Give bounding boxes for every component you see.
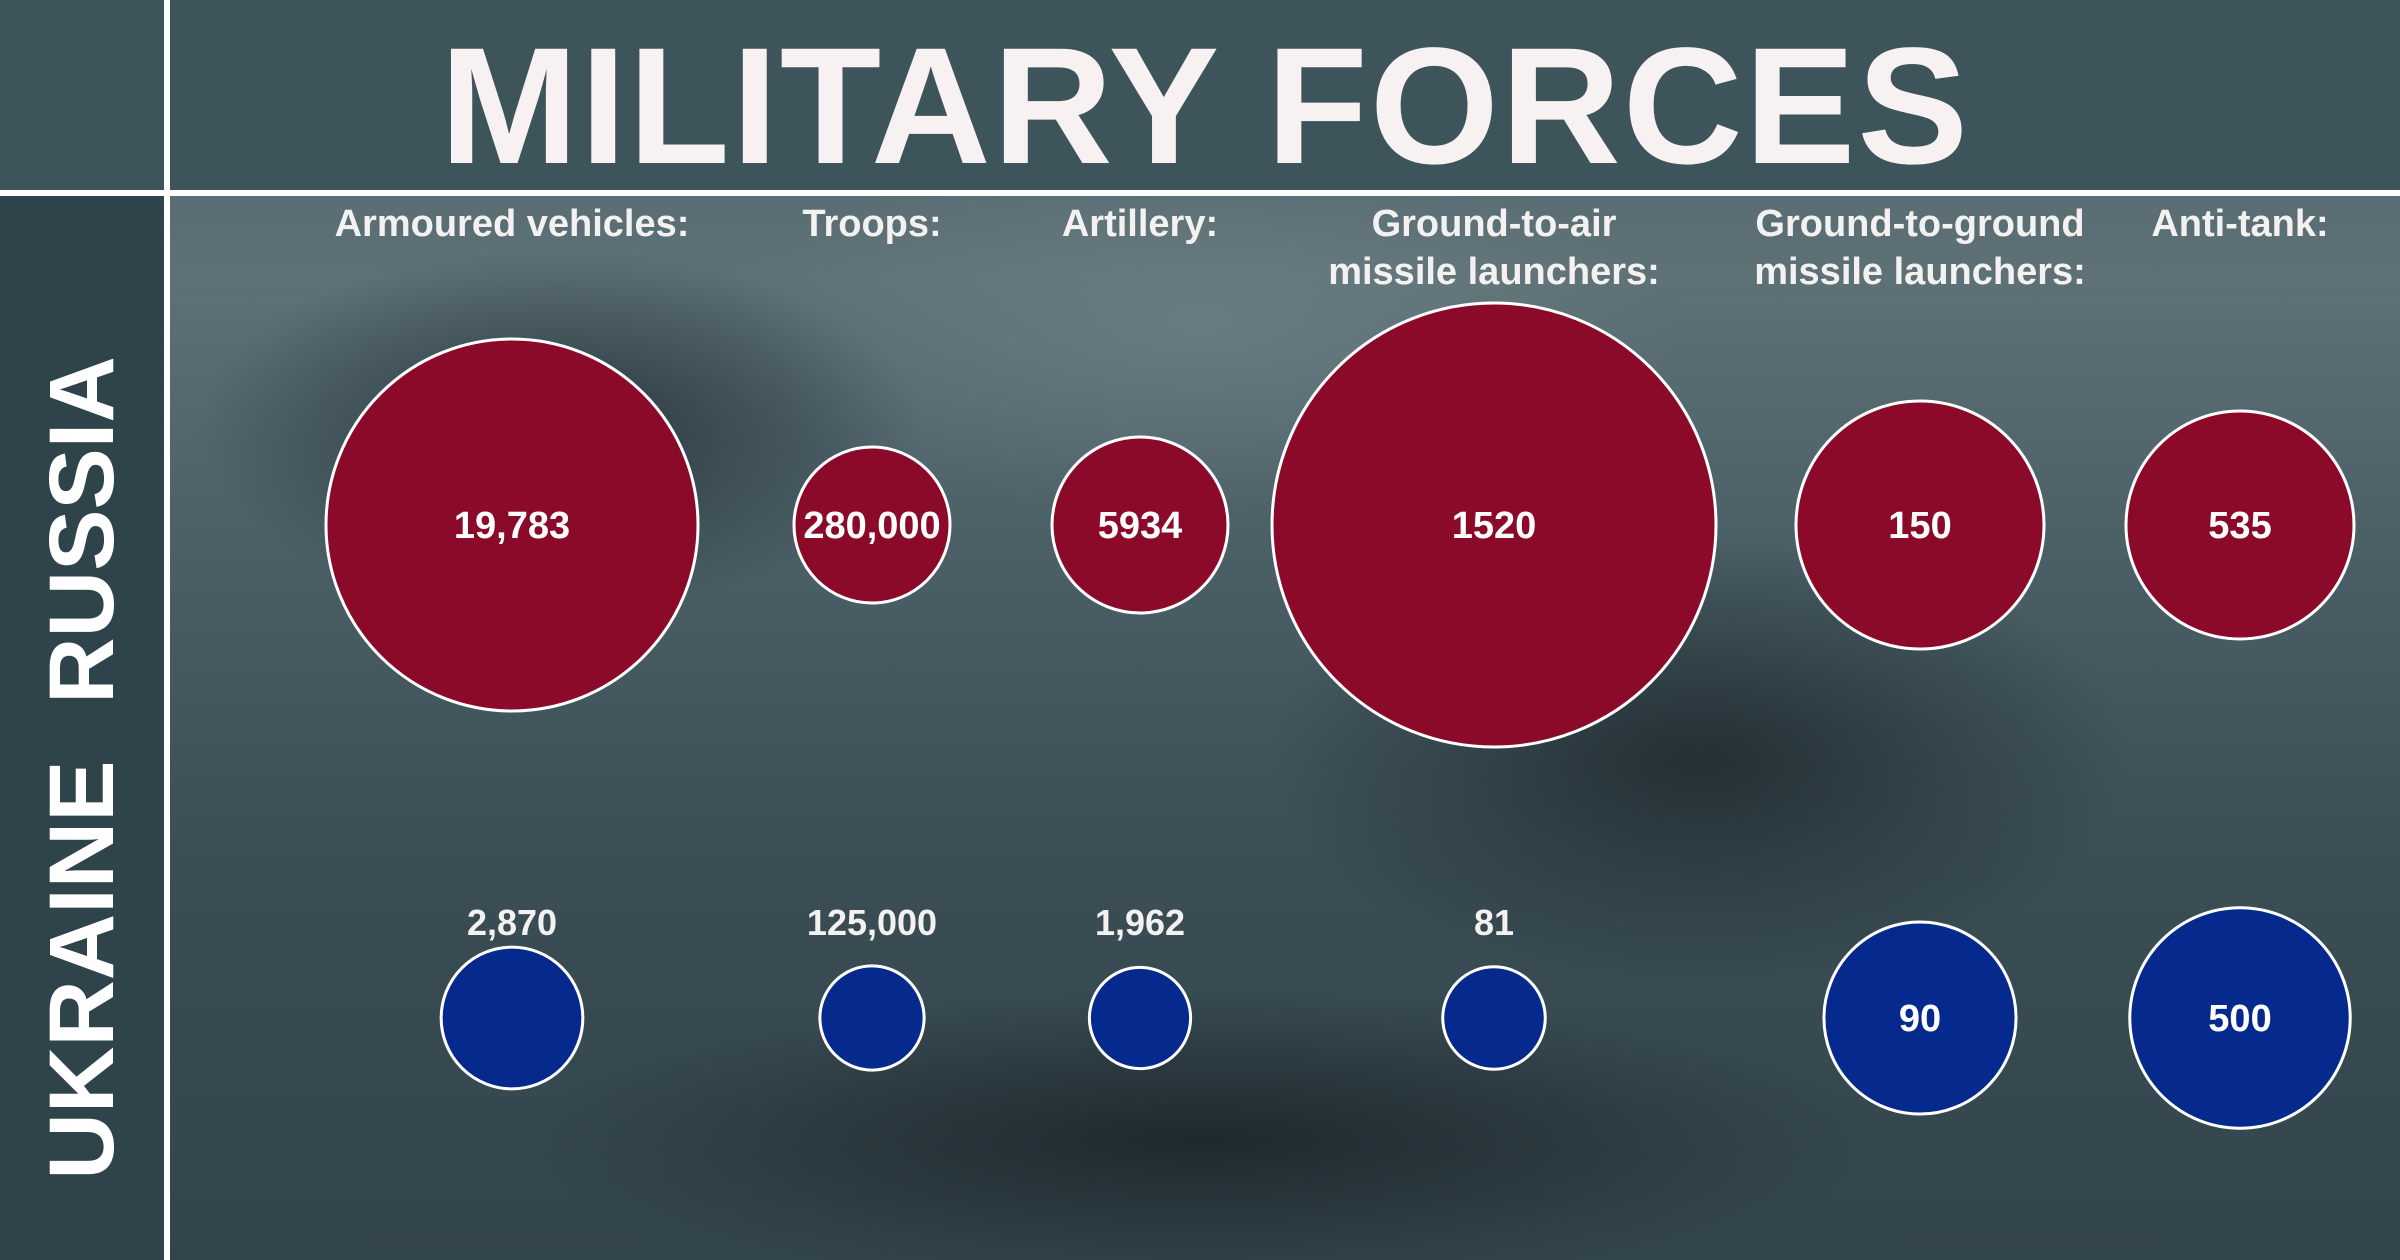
- page-title: MILITARY FORCES: [439, 14, 1971, 199]
- russia-bubble: [1794, 399, 2046, 651]
- category-label: missile launchers:: [1328, 251, 1660, 293]
- ukraine-value-label: 2,870: [467, 902, 557, 943]
- ukraine-value-label: 500: [2208, 998, 2271, 1040]
- russia-value-label: 535: [2208, 505, 2271, 547]
- russia-bubble: [1050, 435, 1230, 615]
- ukraine-value-label: 90: [1899, 998, 1941, 1040]
- vertical-divider: [164, 0, 170, 1260]
- ukraine-bubble: [439, 945, 585, 1091]
- russia-bubble: [792, 445, 952, 605]
- category-label: Troops:: [802, 203, 941, 245]
- title-band: [0, 0, 2400, 190]
- russia-value-label: 150: [1888, 505, 1951, 547]
- category-label: Ground-to-ground: [1755, 203, 2084, 245]
- ukraine-value-label: 1,962: [1095, 902, 1185, 943]
- category-label: Anti-tank:: [2151, 203, 2328, 245]
- russia-value-label: 5934: [1098, 505, 1183, 547]
- ukraine-value-label: 125,000: [807, 902, 937, 943]
- ukraine-bubble: [1441, 965, 1547, 1071]
- russia-bubble: [2124, 409, 2356, 641]
- russia-bubble: [324, 337, 700, 713]
- russia-value-label: 1520: [1452, 505, 1537, 547]
- category-label: Armoured vehicles:: [335, 203, 690, 245]
- side-strip: [0, 196, 164, 1260]
- ukraine-bubble: [1087, 965, 1193, 1071]
- ukraine-bubble: [2128, 906, 2352, 1130]
- russia-value-label: 280,000: [803, 505, 940, 547]
- ukraine-bubble: [1822, 920, 2018, 1116]
- category-label: Artillery:: [1062, 203, 1218, 245]
- category-label: Ground-to-air: [1372, 203, 1617, 245]
- category-label: missile launchers:: [1754, 251, 2086, 293]
- russia-value-label: 19,783: [454, 505, 570, 547]
- horizontal-divider: [0, 190, 2400, 196]
- russia-bubble: [1270, 301, 1718, 749]
- ukraine-value-label: 81: [1474, 902, 1514, 943]
- ukraine-bubble: [818, 964, 926, 1072]
